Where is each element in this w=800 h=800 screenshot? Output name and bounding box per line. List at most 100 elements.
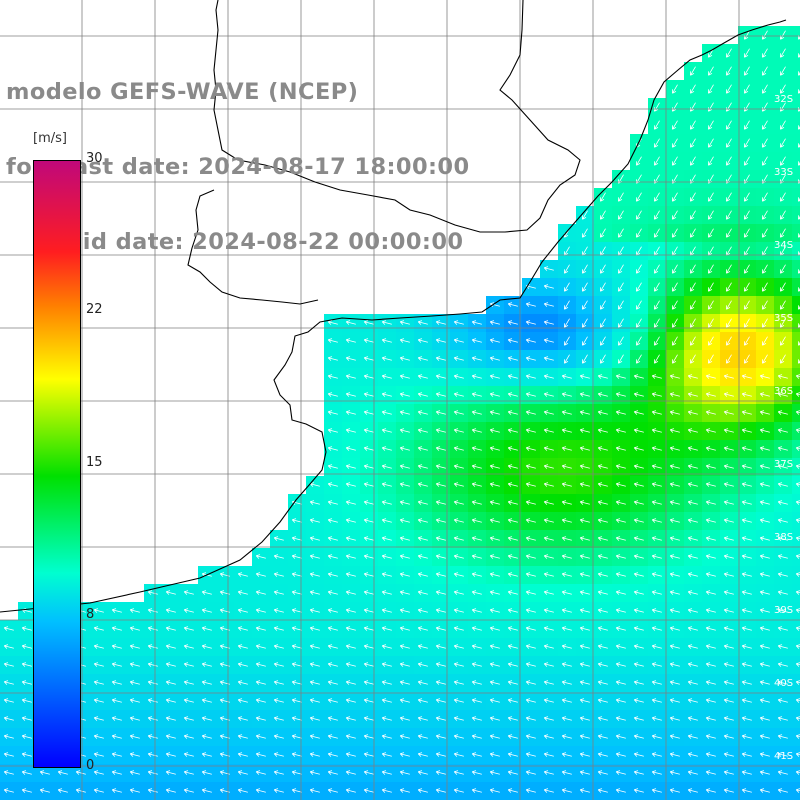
wind-arrow [582,282,588,292]
wind-arrow [543,338,554,343]
wind-arrow [741,482,752,487]
wind-arrow [780,48,786,58]
wind-arrow [795,536,800,541]
wind-arrow [615,590,626,595]
wind-arrow [777,500,788,505]
wind-arrow [525,482,536,487]
wind-arrow [651,608,662,613]
wind-arrow [111,770,122,775]
wind-arrow [363,608,374,613]
wind-arrow [165,734,176,739]
wind-arrow [597,572,608,577]
wind-arrow [381,680,392,685]
wind-arrow [471,608,482,613]
wind-arrow [75,770,86,775]
wind-arrow [543,392,554,397]
wind-arrow [780,282,786,292]
wind-arrow [327,662,338,667]
wind-arrow [183,698,194,703]
wind-arrow [597,500,608,505]
wind-arrow [759,428,770,433]
wind-arrow [687,698,698,703]
wind-arrow [615,788,626,793]
wind-arrow [672,210,678,220]
wind-arrow [687,734,698,739]
wind-arrow [798,143,800,148]
wind-arrow [759,572,770,577]
wind-arrow [471,428,482,433]
wind-arrow [744,228,750,238]
wind-arrow [525,752,536,757]
wind-arrow [291,752,302,757]
wind-arrow [600,228,606,238]
wind-arrow [597,428,608,433]
wind-arrow [744,300,750,310]
wind-arrow [741,554,752,559]
latitude-label: 35S [774,313,793,324]
wind-arrow [327,680,338,685]
wind-arrow [417,356,428,361]
wind-arrow [273,662,284,667]
wind-arrow [435,428,446,433]
wind-arrow [687,752,698,757]
wind-arrow [705,428,716,433]
wind-arrow [147,752,158,757]
wind-arrow [435,752,446,757]
wind-arrow [780,120,786,130]
wind-arrow [579,698,590,703]
wind-arrow [597,392,608,397]
wind-arrow [597,536,608,541]
wind-arrow [795,680,800,685]
wind-arrow [762,282,768,292]
wind-arrow [795,572,800,577]
wind-arrow [111,698,122,703]
wind-arrow [381,356,392,361]
wind-arrow [579,554,590,559]
wind-arrow [759,752,770,757]
wind-arrow [759,374,770,379]
wind-arrow [507,518,518,523]
wind-arrow [705,788,716,793]
wind-arrow [744,210,750,220]
wind-arrow [777,734,788,739]
wind-arrow [237,662,248,667]
wind-arrow [201,608,212,613]
wind-arrow [705,410,716,415]
wind-arrow [291,626,302,631]
wind-arrow [561,662,572,667]
wind-arrow [672,300,678,310]
wind-arrow [417,698,428,703]
wind-arrow [777,392,788,397]
wind-arrow [651,392,662,397]
wind-arrow [744,282,750,292]
wind-arrow [579,752,590,757]
wind-arrow [345,338,356,343]
wind-arrow [381,338,392,343]
wind-arrow [255,626,266,631]
wind-arrow [183,626,194,631]
wind-arrow [723,554,734,559]
wind-arrow [723,500,734,505]
wind-arrow [273,752,284,757]
wind-arrow [741,464,752,469]
wind-arrow [564,264,570,274]
wind-arrow [798,305,800,310]
wind-arrow [759,554,770,559]
wind-arrow [291,662,302,667]
wind-arrow [453,320,464,325]
wind-arrow [363,788,374,793]
wind-arrow [777,662,788,667]
wind-arrow [399,392,410,397]
wind-arrow [147,716,158,721]
wind-arrow [723,770,734,775]
wind-speed-cell [792,224,800,243]
wind-arrow [327,590,338,595]
wind-arrow [723,374,734,379]
wind-arrow [273,770,284,775]
wind-arrow [363,590,374,595]
wind-arrow [672,138,678,148]
wind-arrow [543,482,554,487]
wind-arrow [636,336,642,346]
wind-arrow [651,716,662,721]
